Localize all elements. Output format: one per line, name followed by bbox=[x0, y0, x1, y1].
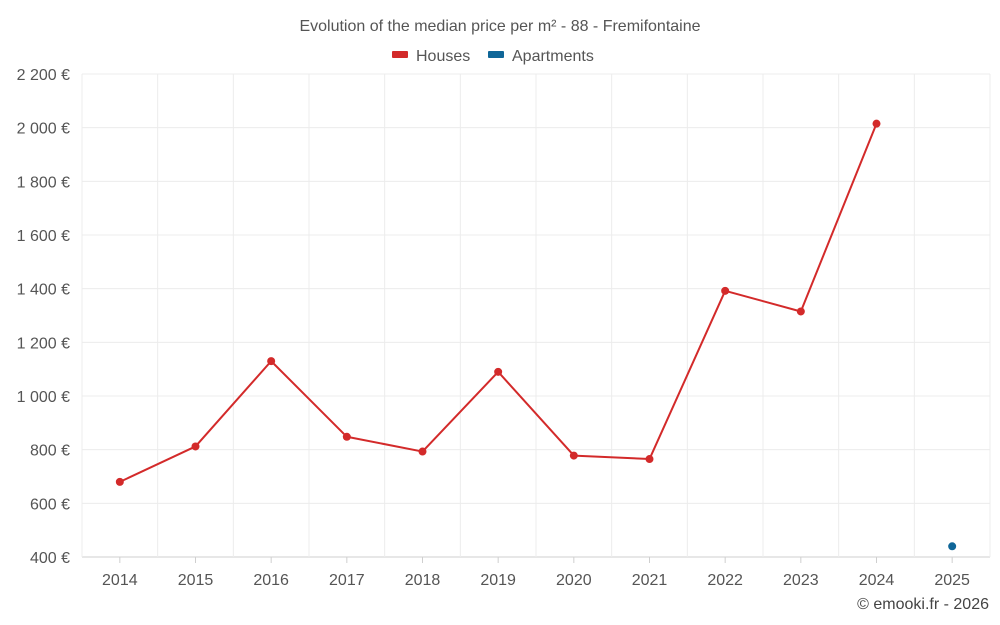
y-tick-label: 1 800 € bbox=[17, 174, 70, 191]
data-point-houses[interactable] bbox=[796, 307, 805, 316]
x-tick-label: 2015 bbox=[178, 572, 214, 589]
y-tick-label: 1 200 € bbox=[17, 335, 70, 352]
y-tick-label: 2 000 € bbox=[17, 121, 70, 138]
y-tick-label: 400 € bbox=[30, 550, 70, 567]
data-point-houses[interactable] bbox=[115, 477, 124, 486]
y-axis-ticks: 400 € 600 € 800 € 1 000 € 1 200 € 1 400 € 1 60… bbox=[17, 67, 70, 567]
x-tick-label: 2017 bbox=[329, 572, 365, 589]
x-tick-label: 2014 bbox=[102, 572, 138, 589]
data-point-houses[interactable] bbox=[569, 451, 578, 460]
x-tick-label: 2016 bbox=[253, 572, 289, 589]
chart-title: Evolution of the median price per m² - 8… bbox=[299, 18, 700, 35]
series-layer bbox=[115, 119, 957, 551]
y-tick-label: 1 400 € bbox=[17, 282, 70, 299]
y-tick-label: 1 600 € bbox=[17, 228, 70, 245]
data-point-houses[interactable] bbox=[872, 119, 881, 128]
x-tick-label: 2019 bbox=[480, 572, 516, 589]
x-tick-label: 2018 bbox=[405, 572, 441, 589]
x-tick-label: 2021 bbox=[632, 572, 668, 589]
data-point-houses[interactable] bbox=[418, 447, 427, 456]
y-tick-label: 600 € bbox=[30, 496, 70, 513]
legend-label-apartments[interactable]: Apartments bbox=[512, 48, 594, 65]
x-tick-label: 2023 bbox=[783, 572, 819, 589]
x-tick-label: 2024 bbox=[859, 572, 895, 589]
x-tick-label: 2025 bbox=[934, 572, 970, 589]
data-point-houses[interactable] bbox=[342, 432, 351, 441]
legend: Houses Apartments bbox=[392, 48, 594, 65]
y-tick-label: 2 200 € bbox=[17, 67, 70, 84]
data-point-houses[interactable] bbox=[191, 442, 200, 451]
data-point-houses[interactable] bbox=[494, 367, 503, 376]
y-tick-label: 800 € bbox=[30, 443, 70, 460]
data-point-houses[interactable] bbox=[645, 455, 654, 464]
legend-label-houses[interactable]: Houses bbox=[416, 48, 470, 65]
x-axis-ticks: 2014 2015 2016 2017 2018 2019 2020 2021 2022 2023… bbox=[102, 557, 970, 589]
legend-swatch-houses bbox=[392, 51, 408, 58]
data-point-apartments[interactable] bbox=[948, 542, 957, 551]
credit-text: © emooki.fr - 2026 bbox=[857, 596, 989, 613]
y-tick-label: 1 000 € bbox=[17, 389, 70, 406]
data-point-houses[interactable] bbox=[267, 357, 276, 366]
x-tick-label: 2020 bbox=[556, 572, 592, 589]
x-gridlines bbox=[81, 74, 991, 557]
legend-swatch-apartments bbox=[488, 51, 504, 58]
x-tick-label: 2022 bbox=[707, 572, 743, 589]
data-point-houses[interactable] bbox=[721, 286, 730, 295]
